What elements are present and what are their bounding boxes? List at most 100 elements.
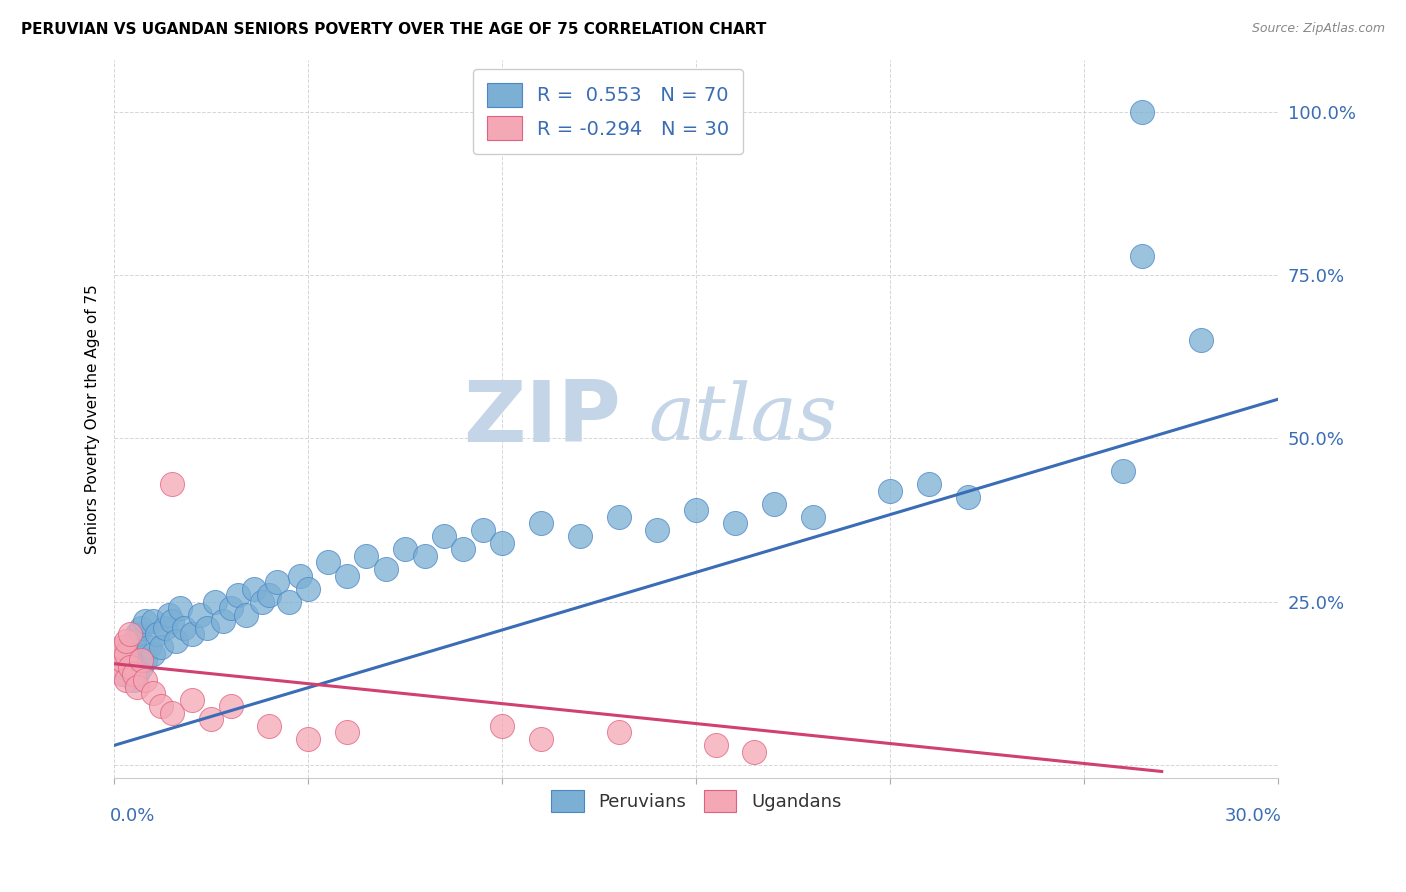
Point: [336, 568, 359, 582]
Point: [131, 653, 153, 667]
Point: [259, 719, 281, 733]
Point: [1130, 104, 1153, 119]
Point: [118, 660, 141, 674]
Point: [149, 699, 172, 714]
Point: [259, 588, 281, 602]
Point: [114, 633, 136, 648]
Point: [530, 731, 553, 746]
Point: [134, 614, 156, 628]
Point: [297, 582, 319, 596]
Point: [204, 595, 226, 609]
Point: [107, 657, 129, 671]
Point: [235, 607, 257, 622]
Point: [568, 529, 591, 543]
Text: 30.0%: 30.0%: [1225, 806, 1282, 825]
Point: [134, 653, 156, 667]
Point: [647, 523, 669, 537]
Point: [107, 657, 129, 671]
Point: [356, 549, 378, 563]
Text: 0.0%: 0.0%: [110, 806, 156, 825]
Point: [114, 666, 136, 681]
Point: [138, 640, 160, 655]
Point: [107, 650, 129, 665]
Point: [250, 595, 273, 609]
Point: [111, 647, 134, 661]
Point: [491, 536, 513, 550]
Point: [127, 680, 149, 694]
Point: [290, 568, 312, 582]
Point: [956, 490, 979, 504]
Point: [162, 477, 184, 491]
Point: [111, 640, 134, 655]
Point: [801, 509, 824, 524]
Point: [762, 497, 785, 511]
Point: [297, 731, 319, 746]
Point: [530, 516, 553, 531]
Point: [316, 556, 339, 570]
Point: [118, 660, 141, 674]
Point: [607, 725, 630, 739]
Point: [146, 627, 169, 641]
Point: [879, 483, 901, 498]
Text: ZIP: ZIP: [463, 377, 620, 460]
Point: [219, 699, 242, 714]
Point: [195, 621, 218, 635]
Point: [122, 666, 145, 681]
Point: [111, 666, 134, 681]
Point: [114, 647, 136, 661]
Point: [491, 719, 513, 733]
Point: [142, 614, 165, 628]
Point: [107, 650, 129, 665]
Point: [149, 640, 172, 655]
Point: [1112, 464, 1135, 478]
Point: [453, 542, 475, 557]
Point: [243, 582, 266, 596]
Point: [157, 607, 180, 622]
Legend: Peruvians, Ugandans: Peruvians, Ugandans: [544, 783, 848, 819]
Point: [180, 692, 202, 706]
Point: [118, 627, 141, 641]
Point: [228, 588, 250, 602]
Point: [433, 529, 456, 543]
Point: [107, 643, 129, 657]
Point: [118, 640, 141, 655]
Point: [724, 516, 747, 531]
Point: [685, 503, 707, 517]
Point: [134, 673, 156, 687]
Point: [704, 739, 727, 753]
Point: [153, 621, 176, 635]
Point: [266, 575, 288, 590]
Point: [173, 621, 195, 635]
Point: [277, 595, 299, 609]
Point: [127, 627, 149, 641]
Point: [744, 745, 766, 759]
Point: [211, 614, 233, 628]
Point: [142, 686, 165, 700]
Text: atlas: atlas: [648, 381, 837, 457]
Point: [394, 542, 416, 557]
Point: [180, 627, 202, 641]
Point: [1130, 248, 1153, 262]
Point: [122, 653, 145, 667]
Y-axis label: Seniors Poverty Over the Age of 75: Seniors Poverty Over the Age of 75: [86, 284, 100, 554]
Point: [336, 725, 359, 739]
Point: [111, 653, 134, 667]
Point: [219, 601, 242, 615]
Point: [114, 647, 136, 661]
Point: [471, 523, 494, 537]
Point: [111, 660, 134, 674]
Point: [142, 647, 165, 661]
Point: [188, 607, 211, 622]
Point: [122, 673, 145, 687]
Point: [374, 562, 396, 576]
Point: [162, 706, 184, 720]
Text: Source: ZipAtlas.com: Source: ZipAtlas.com: [1251, 22, 1385, 36]
Point: [165, 633, 187, 648]
Point: [127, 666, 149, 681]
Point: [107, 643, 129, 657]
Point: [162, 614, 184, 628]
Point: [1189, 334, 1212, 348]
Point: [131, 621, 153, 635]
Point: [131, 660, 153, 674]
Point: [413, 549, 436, 563]
